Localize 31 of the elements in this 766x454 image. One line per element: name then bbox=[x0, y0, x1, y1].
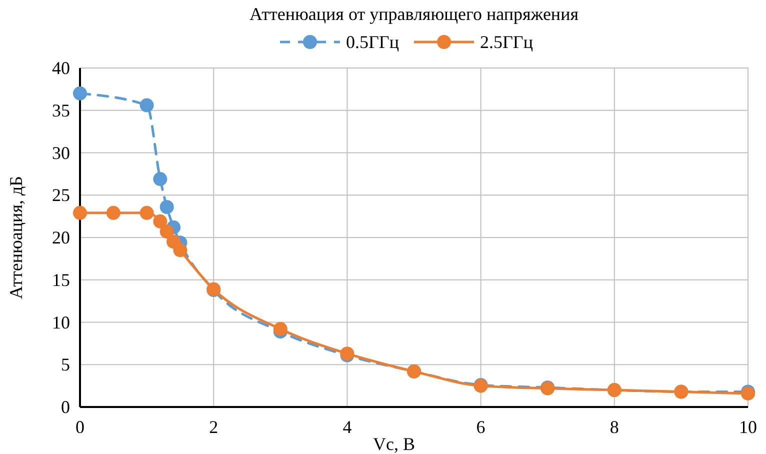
legend-label: 0.5ГГц bbox=[346, 32, 400, 52]
x-tick-label: 4 bbox=[342, 417, 352, 437]
x-tick-label: 10 bbox=[739, 417, 757, 437]
point bbox=[160, 224, 174, 239]
point bbox=[153, 214, 168, 228]
y-tick-label: 15 bbox=[52, 270, 70, 290]
legend-label: 2.5ГГц bbox=[480, 32, 534, 52]
point bbox=[73, 206, 87, 220]
x-axis-title: Vc, B bbox=[373, 434, 415, 454]
y-axis-title: Аттенюация, дБ bbox=[6, 176, 26, 299]
point bbox=[106, 206, 120, 220]
point bbox=[73, 86, 87, 100]
y-tick-label: 0 bbox=[61, 397, 70, 417]
y-tick-label: 5 bbox=[61, 354, 70, 375]
point bbox=[153, 172, 168, 186]
y-tick-label: 10 bbox=[52, 312, 70, 332]
point bbox=[160, 200, 174, 214]
y-tick-label: 30 bbox=[52, 142, 70, 163]
x-tick-label: 8 bbox=[610, 417, 619, 437]
x-tick-label: 0 bbox=[76, 417, 84, 437]
x-tick-label: 6 bbox=[476, 417, 486, 437]
y-tick-label: 25 bbox=[52, 185, 70, 206]
y-tick-label: 20 bbox=[52, 228, 70, 248]
y-tick-label: 40 bbox=[52, 58, 70, 78]
y-tick-label: 35 bbox=[52, 100, 70, 120]
point bbox=[173, 243, 188, 258]
point bbox=[273, 322, 288, 336]
point bbox=[140, 98, 154, 112]
x-tick-label: 2 bbox=[209, 417, 218, 437]
chart-title: Аттенюация от управляющего напряжения bbox=[250, 4, 578, 24]
point bbox=[140, 206, 154, 220]
